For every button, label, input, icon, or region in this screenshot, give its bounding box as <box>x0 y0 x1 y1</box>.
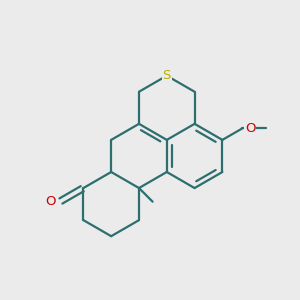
Text: O: O <box>45 195 55 208</box>
Text: O: O <box>245 122 255 135</box>
Text: S: S <box>163 69 171 82</box>
